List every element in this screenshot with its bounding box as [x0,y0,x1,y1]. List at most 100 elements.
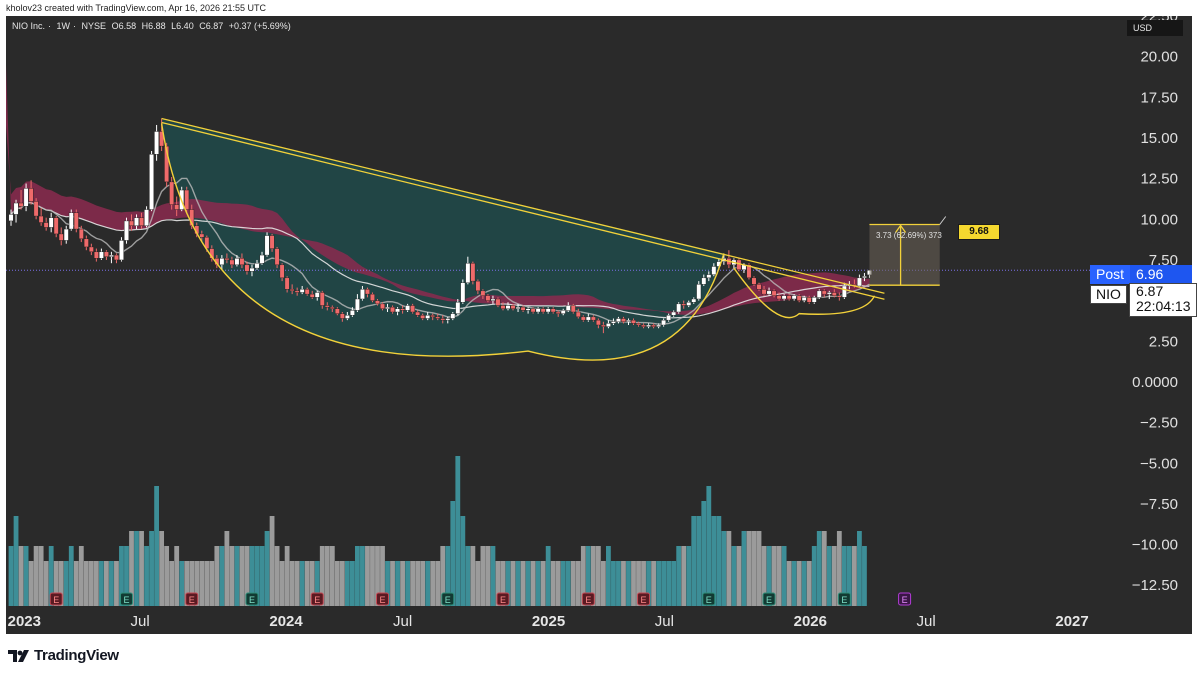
candle-body [13,202,19,215]
time-tick-label: 2025 [532,613,565,630]
volume-bar [841,546,847,606]
post-value: 6.96 [1130,265,1193,284]
candle-body [826,292,832,295]
candle-body [28,188,34,202]
candle-body [124,220,129,241]
candle-body [244,264,250,272]
volume-bar [450,501,456,606]
volume-bar [38,546,44,606]
candle-body [254,263,260,269]
measure-label: 3.73 (62.69%) 373 [876,231,942,240]
candle-body [23,188,29,207]
candle-body [485,295,491,301]
candle-body [626,319,631,322]
volume-bar [846,546,852,606]
volume-bar [606,546,611,606]
candle-body [736,259,742,270]
candle-body [696,284,702,300]
candle-body [284,277,290,290]
volume-bar [375,546,380,606]
candle-body [510,305,516,309]
volume-bar [470,546,476,606]
candle-body [791,295,797,300]
volume-bar [555,561,561,606]
candle-body [505,305,511,309]
volume-bar [786,561,792,606]
volume-bar [319,546,325,606]
volume-bar [761,546,767,606]
post-label: Post [1090,265,1131,284]
candle-body [585,316,591,321]
price-tick-label: 17.50 [1140,89,1178,106]
volume-bar [299,561,305,606]
currency-badge[interactable]: USD [1127,20,1183,36]
volume-bar [495,561,501,606]
volume-bar [681,546,687,606]
volume-bar [420,561,426,606]
symbol-legend[interactable]: NIO Inc. · 1W · NYSE O6.58 H6.88 L6.40 C6.… [12,21,294,31]
volume-bar [98,561,104,606]
ohlc-change: +0.37 (+5.69%) [228,21,291,31]
candle-body [360,289,365,300]
volume-bar [726,531,732,606]
earnings-marker-label: E [641,595,647,605]
candle-body [375,300,380,305]
candle-body [646,324,651,327]
time-tick-label: Jul [655,613,674,630]
candle-body [279,264,285,279]
volume-bar [234,546,240,606]
candle-body [656,324,662,327]
volume-bar [274,546,280,606]
volume-bar [425,561,431,606]
volume-bar [199,561,205,606]
symbol-name: NIO Inc. [12,21,46,31]
volume-bar [851,546,857,606]
candle-body [134,217,139,227]
measure-callout [939,216,947,225]
volume-bar [595,546,601,606]
measure-arrowhead [895,224,907,233]
volume-bar [621,561,626,606]
candle-body [38,215,44,223]
candle-body [269,235,275,249]
volume-bar [535,561,541,606]
candle-body [344,315,350,319]
volume-bar [149,531,154,606]
candle-body [470,263,476,282]
symbol-interval: 1W [56,21,71,31]
earnings-marker-label: E [123,595,129,605]
attribution-text: kholov23 created with TradingView.com, A… [6,3,266,13]
earnings-marker [185,592,199,606]
volume-bar [415,561,421,606]
volume-bar [666,561,672,606]
volume-bar [400,561,405,606]
tradingview-logo[interactable]: TradingView [8,647,119,664]
volume-bar [169,561,175,606]
volume-bar [756,531,762,606]
volume-bar [801,561,807,606]
candle-body [309,293,315,298]
volume-bar [53,561,59,606]
candle-body [560,310,566,314]
volume-bar [701,501,707,606]
target-price-badge: 9.68 [958,224,1000,240]
volume-bar [43,561,49,606]
volume-bar [239,546,245,606]
candle-body [756,284,762,290]
volume-bar [154,486,160,606]
volume-bar [550,561,556,606]
volume-bar [696,516,702,606]
candle-body [324,305,330,308]
candle-body [229,259,235,266]
earnings-marker [310,592,324,606]
tradingview-wordmark: TradingView [34,647,119,664]
volume-bar [811,546,817,606]
volume-bar [314,561,320,606]
post-market-badge: Post 6.96 [1090,265,1193,284]
candle-body [606,323,611,327]
volume-bar [334,561,340,606]
volume-bar [395,561,400,606]
candle-body [43,222,49,228]
